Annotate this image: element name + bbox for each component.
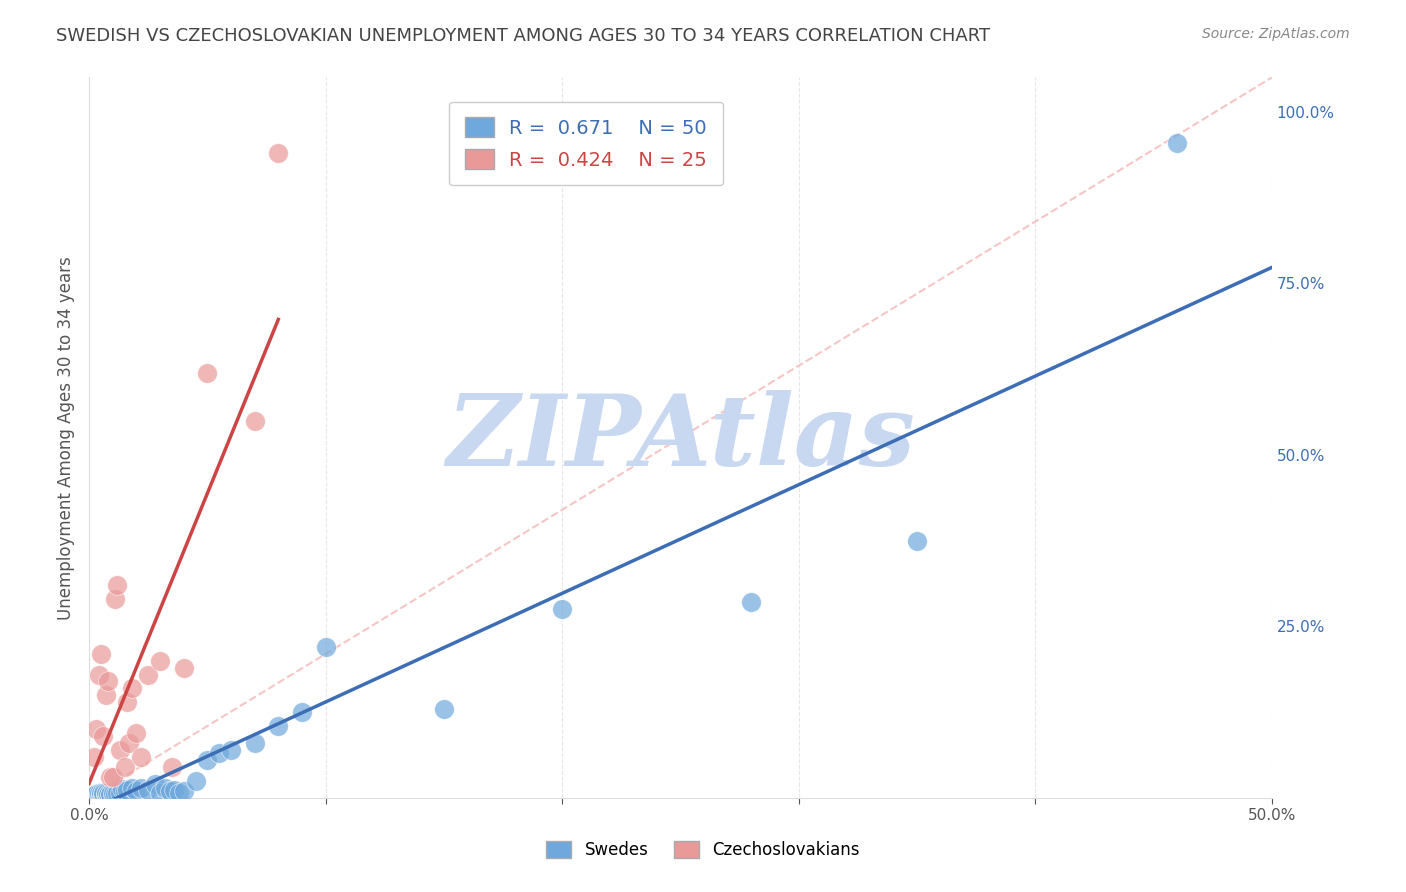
Point bbox=[98, 771, 121, 785]
Text: ZIPAtlas: ZIPAtlas bbox=[446, 390, 915, 486]
Point bbox=[219, 743, 242, 757]
Legend: R =  0.671    N = 50, R =  0.424    N = 25: R = 0.671 N = 50, R = 0.424 N = 25 bbox=[449, 102, 723, 186]
Point bbox=[87, 788, 110, 802]
Y-axis label: Unemployment Among Ages 30 to 34 years: Unemployment Among Ages 30 to 34 years bbox=[58, 256, 75, 620]
Point bbox=[267, 719, 290, 733]
Point bbox=[136, 782, 159, 797]
Point bbox=[315, 640, 337, 654]
Point bbox=[84, 723, 107, 737]
Point bbox=[91, 788, 114, 802]
Point bbox=[267, 145, 290, 160]
Text: Source: ZipAtlas.com: Source: ZipAtlas.com bbox=[1202, 27, 1350, 41]
Point bbox=[91, 786, 114, 800]
Point bbox=[173, 661, 195, 675]
Point bbox=[551, 602, 574, 616]
Point bbox=[94, 788, 117, 802]
Point bbox=[291, 706, 314, 720]
Point bbox=[101, 771, 124, 785]
Point bbox=[433, 702, 456, 716]
Legend: Swedes, Czechoslovakians: Swedes, Czechoslovakians bbox=[540, 834, 866, 866]
Point bbox=[98, 788, 121, 802]
Point bbox=[125, 726, 148, 740]
Point bbox=[114, 760, 136, 774]
Point bbox=[129, 780, 152, 795]
Point bbox=[97, 787, 120, 801]
Point bbox=[101, 786, 124, 800]
Point bbox=[1166, 136, 1188, 150]
Point bbox=[143, 777, 166, 791]
Point bbox=[90, 788, 112, 802]
Point bbox=[243, 414, 266, 428]
Point bbox=[97, 788, 120, 802]
Point bbox=[118, 736, 141, 750]
Point bbox=[108, 786, 131, 800]
Point bbox=[87, 786, 110, 800]
Point bbox=[121, 681, 143, 696]
Point bbox=[90, 786, 112, 800]
Point bbox=[87, 667, 110, 681]
Point bbox=[129, 750, 152, 764]
Point bbox=[107, 578, 129, 592]
Point bbox=[149, 654, 172, 668]
Point bbox=[153, 780, 176, 795]
Point bbox=[83, 788, 105, 802]
Point bbox=[114, 784, 136, 798]
Point bbox=[115, 782, 138, 797]
Point bbox=[91, 729, 114, 743]
Point bbox=[84, 787, 107, 801]
Point bbox=[107, 786, 129, 800]
Point bbox=[83, 750, 105, 764]
Point bbox=[136, 667, 159, 681]
Point bbox=[163, 782, 186, 797]
Point bbox=[94, 688, 117, 702]
Point bbox=[243, 736, 266, 750]
Point bbox=[160, 760, 183, 774]
Point bbox=[125, 784, 148, 798]
Point bbox=[108, 743, 131, 757]
Point bbox=[159, 784, 181, 798]
Point bbox=[97, 674, 120, 689]
Point bbox=[167, 786, 190, 800]
Point bbox=[94, 787, 117, 801]
Point bbox=[101, 788, 124, 802]
Point bbox=[740, 595, 762, 609]
Point bbox=[208, 747, 231, 761]
Point bbox=[90, 647, 112, 661]
Point bbox=[905, 533, 928, 548]
Point bbox=[184, 773, 207, 788]
Text: SWEDISH VS CZECHOSLOVAKIAN UNEMPLOYMENT AMONG AGES 30 TO 34 YEARS CORRELATION CH: SWEDISH VS CZECHOSLOVAKIAN UNEMPLOYMENT … bbox=[56, 27, 990, 45]
Point bbox=[111, 782, 134, 797]
Point bbox=[195, 753, 218, 767]
Point bbox=[104, 592, 127, 607]
Point bbox=[84, 788, 107, 802]
Point bbox=[149, 786, 172, 800]
Point bbox=[195, 366, 218, 380]
Point bbox=[98, 787, 121, 801]
Point bbox=[91, 787, 114, 801]
Point bbox=[104, 787, 127, 801]
Point bbox=[90, 787, 112, 801]
Point bbox=[173, 784, 195, 798]
Point bbox=[94, 786, 117, 800]
Point bbox=[121, 780, 143, 795]
Point bbox=[115, 695, 138, 709]
